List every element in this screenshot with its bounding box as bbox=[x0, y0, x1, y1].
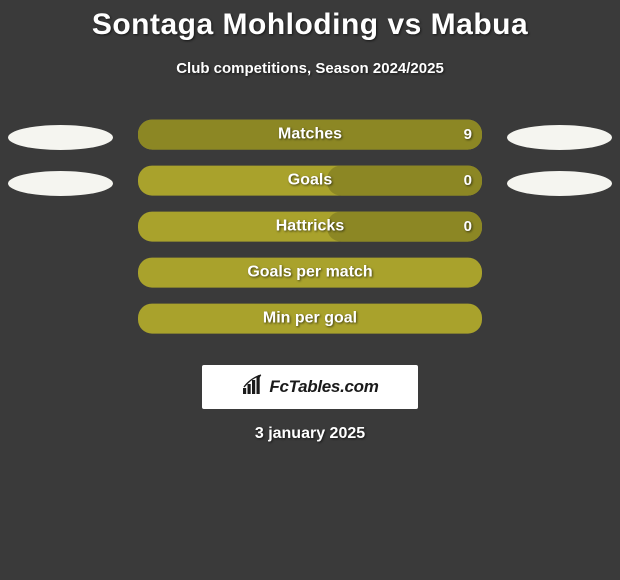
stat-bar: Goals per match bbox=[138, 258, 482, 288]
stat-bar: Goals0 bbox=[138, 166, 482, 196]
stat-bar: Min per goal bbox=[138, 304, 482, 334]
page-title: Sontaga Mohloding vs Mabua bbox=[0, 0, 620, 42]
stat-bar: Matches9 bbox=[138, 120, 482, 150]
stat-bar-fill bbox=[138, 120, 482, 150]
stat-row: Goals0 bbox=[0, 163, 620, 209]
stat-label: Min per goal bbox=[138, 310, 482, 328]
left-value-ellipse bbox=[8, 125, 113, 150]
logo-text: FcTables.com bbox=[269, 377, 378, 397]
stat-label: Goals per match bbox=[138, 264, 482, 282]
stat-bar: Hattricks0 bbox=[138, 212, 482, 242]
stat-bar-fill bbox=[327, 212, 482, 242]
stat-row: Matches9 bbox=[0, 117, 620, 163]
stat-row: Hattricks0 bbox=[0, 209, 620, 255]
left-value-ellipse bbox=[8, 171, 113, 196]
stat-bar-fill bbox=[327, 166, 482, 196]
right-value-ellipse bbox=[507, 171, 612, 196]
date-label: 3 january 2025 bbox=[0, 425, 620, 443]
logo-box: FcTables.com bbox=[202, 365, 418, 409]
stat-row: Goals per match bbox=[0, 255, 620, 301]
stat-row: Min per goal bbox=[0, 301, 620, 347]
bar-chart-icon bbox=[241, 374, 267, 401]
comparison-bars: Matches9 Goals0 Hattricks0 Goals per match M… bbox=[0, 117, 620, 347]
subtitle: Club competitions, Season 2024/2025 bbox=[0, 60, 620, 77]
right-value-ellipse bbox=[507, 125, 612, 150]
